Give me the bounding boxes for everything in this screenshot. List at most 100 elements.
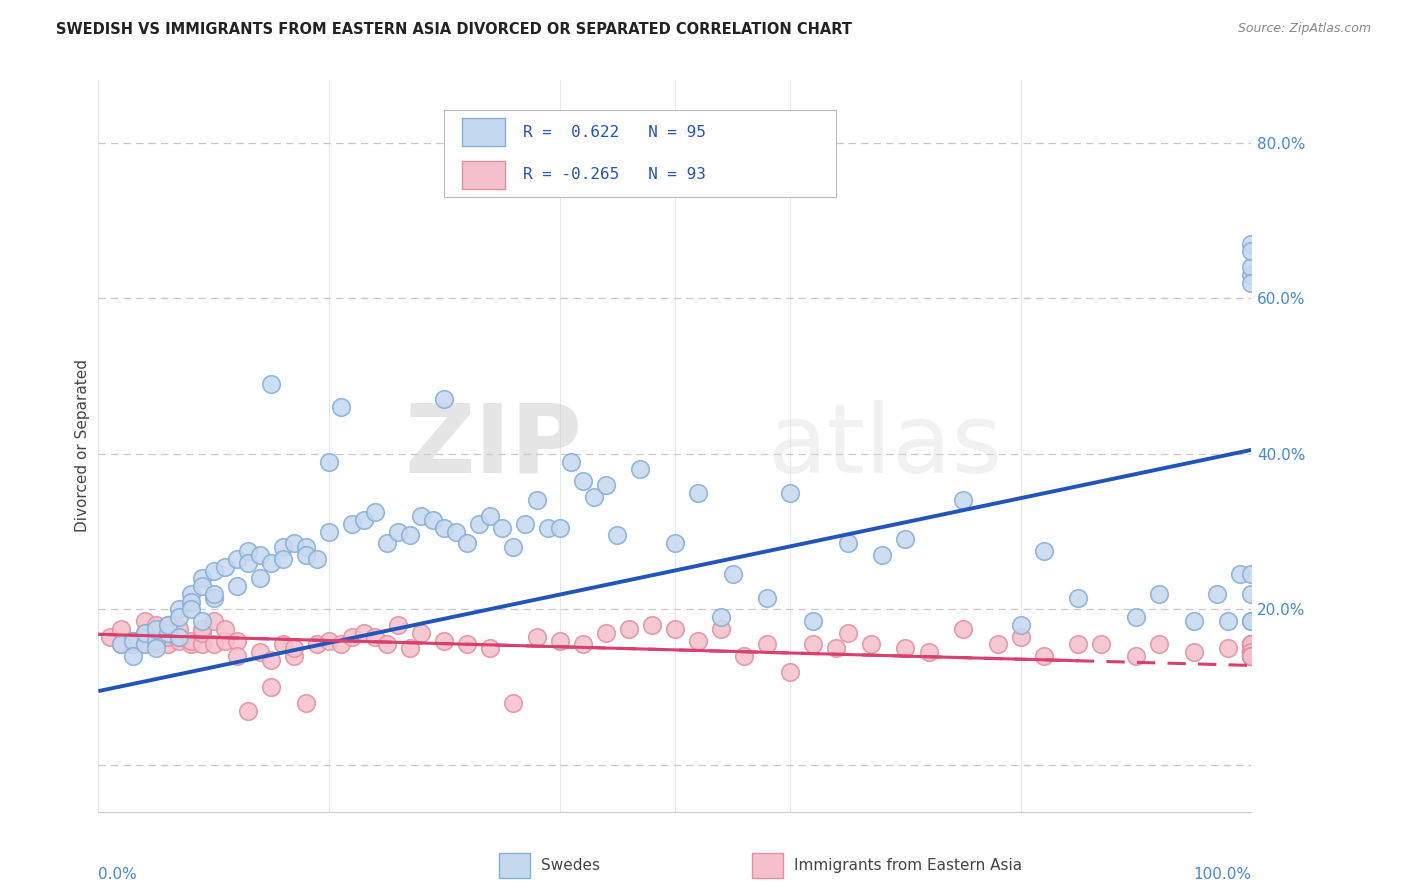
- Point: [145, 641, 167, 656]
- Point: [617, 622, 640, 636]
- Point: [1240, 645, 1263, 659]
- Point: [1240, 614, 1263, 628]
- Point: [249, 571, 271, 585]
- Point: [1240, 587, 1263, 601]
- Point: [433, 521, 456, 535]
- Point: [295, 548, 318, 562]
- Point: [318, 633, 340, 648]
- Point: [1218, 641, 1240, 656]
- Point: [595, 625, 617, 640]
- Point: [145, 625, 167, 640]
- Point: [260, 653, 283, 667]
- Point: [295, 696, 318, 710]
- Point: [444, 524, 467, 539]
- Point: [1240, 645, 1263, 659]
- Point: [595, 478, 617, 492]
- Point: [214, 622, 236, 636]
- Point: [271, 637, 294, 651]
- Point: [1147, 587, 1170, 601]
- Point: [502, 696, 524, 710]
- Point: [1010, 630, 1032, 644]
- Point: [987, 637, 1010, 651]
- Point: [202, 591, 225, 605]
- Point: [825, 641, 848, 656]
- Text: ZIP: ZIP: [405, 400, 582, 492]
- Text: R =  0.622   N = 95: R = 0.622 N = 95: [523, 125, 706, 140]
- Point: [686, 485, 709, 500]
- Point: [411, 625, 433, 640]
- Point: [202, 587, 225, 601]
- Point: [571, 637, 593, 651]
- Point: [364, 630, 387, 644]
- Point: [134, 625, 156, 640]
- Point: [283, 536, 305, 550]
- FancyBboxPatch shape: [461, 119, 505, 146]
- Point: [1218, 614, 1240, 628]
- Point: [664, 622, 686, 636]
- Point: [456, 637, 478, 651]
- Point: [202, 564, 225, 578]
- Point: [1032, 544, 1054, 558]
- Point: [191, 622, 214, 636]
- Point: [180, 602, 202, 616]
- Point: [283, 649, 305, 664]
- Point: [1125, 649, 1147, 664]
- Point: [98, 630, 121, 644]
- Point: [353, 513, 375, 527]
- Point: [214, 633, 236, 648]
- Point: [375, 637, 398, 651]
- Point: [134, 614, 156, 628]
- Point: [422, 513, 444, 527]
- Point: [180, 587, 202, 601]
- Point: [122, 633, 145, 648]
- Text: Immigrants from Eastern Asia: Immigrants from Eastern Asia: [794, 858, 1022, 872]
- Point: [894, 533, 917, 547]
- Point: [1240, 244, 1263, 259]
- Point: [491, 521, 513, 535]
- Point: [249, 645, 271, 659]
- Point: [387, 524, 409, 539]
- Point: [1240, 236, 1263, 251]
- Point: [801, 614, 824, 628]
- Point: [225, 649, 247, 664]
- Point: [167, 622, 190, 636]
- Point: [872, 548, 894, 562]
- Point: [1240, 649, 1263, 664]
- Point: [1240, 649, 1263, 664]
- Point: [329, 400, 352, 414]
- Text: Source: ZipAtlas.com: Source: ZipAtlas.com: [1237, 22, 1371, 36]
- Point: [513, 516, 536, 531]
- Point: [1125, 610, 1147, 624]
- Point: [1240, 637, 1263, 651]
- Point: [167, 610, 190, 624]
- Text: R = -0.265   N = 93: R = -0.265 N = 93: [523, 167, 706, 182]
- Point: [307, 637, 329, 651]
- Point: [710, 622, 733, 636]
- Point: [364, 505, 387, 519]
- Point: [1067, 591, 1090, 605]
- Point: [156, 625, 179, 640]
- Point: [180, 637, 202, 651]
- Point: [1067, 637, 1090, 651]
- Point: [756, 591, 779, 605]
- Point: [167, 630, 190, 644]
- Point: [238, 544, 260, 558]
- Point: [156, 618, 179, 632]
- Point: [502, 540, 524, 554]
- Y-axis label: Divorced or Separated: Divorced or Separated: [75, 359, 90, 533]
- Point: [548, 521, 571, 535]
- Point: [307, 551, 329, 566]
- Point: [180, 594, 202, 608]
- Point: [710, 610, 733, 624]
- Point: [353, 625, 375, 640]
- Point: [1182, 645, 1205, 659]
- Point: [191, 579, 214, 593]
- Point: [340, 630, 363, 644]
- Text: SWEDISH VS IMMIGRANTS FROM EASTERN ASIA DIVORCED OR SEPARATED CORRELATION CHART: SWEDISH VS IMMIGRANTS FROM EASTERN ASIA …: [56, 22, 852, 37]
- Point: [180, 633, 202, 648]
- Point: [1229, 567, 1251, 582]
- Point: [110, 637, 132, 651]
- Point: [606, 528, 628, 542]
- Point: [1240, 637, 1263, 651]
- Point: [260, 376, 283, 391]
